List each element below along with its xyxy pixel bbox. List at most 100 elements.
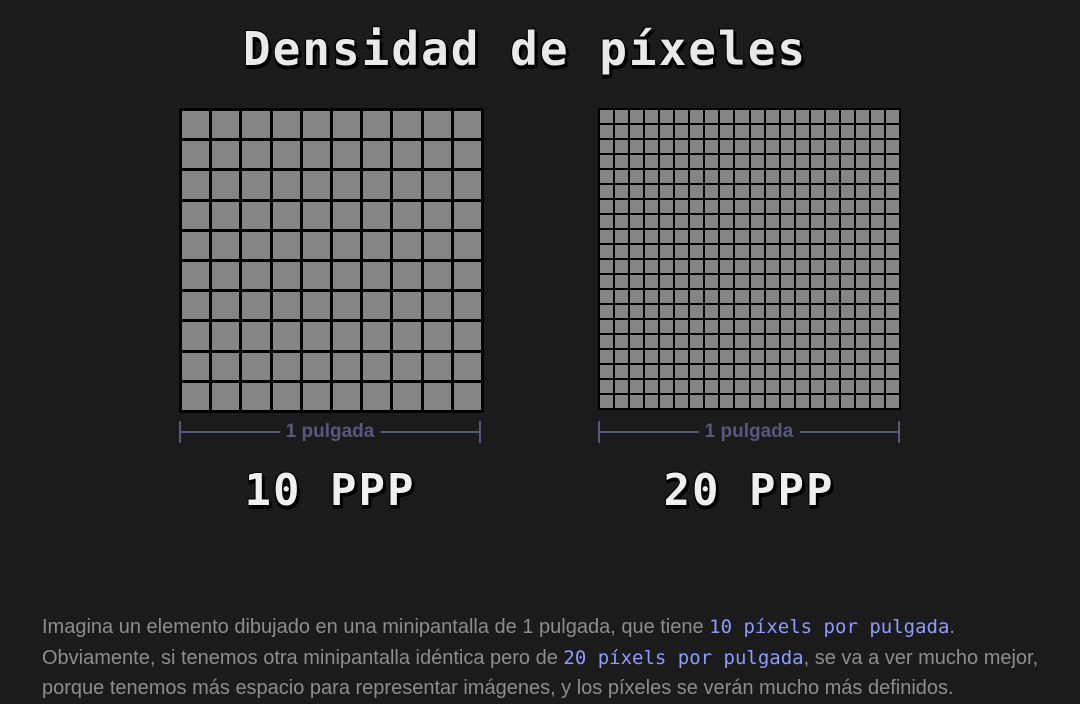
pixel-cell [870, 200, 884, 213]
pixel-cell [840, 155, 854, 168]
pixel-cell [600, 245, 614, 258]
pixel-cell [870, 305, 884, 318]
pixel-grid-10-ppp [179, 108, 484, 413]
pixel-cell [810, 380, 824, 393]
pixel-cell [363, 111, 391, 139]
pixel-cell [645, 260, 659, 273]
pixel-cell [765, 350, 779, 363]
pixel-cell [720, 305, 734, 318]
pixel-cell [363, 231, 391, 259]
pixel-cell [630, 170, 644, 183]
pixel-cell [600, 185, 614, 198]
pixel-cell [690, 395, 704, 408]
pixel-cell [645, 170, 659, 183]
pixel-cell [363, 141, 391, 169]
pixel-cell [660, 275, 674, 288]
pixel-cell [615, 335, 629, 348]
pixel-cell [795, 155, 809, 168]
highlight-20-ppp: 20 píxels por pulgada [563, 646, 804, 669]
pixel-cell [615, 185, 629, 198]
pixel-cell [615, 230, 629, 243]
pixel-cell [705, 275, 719, 288]
pixel-cell [600, 290, 614, 303]
pixel-cell [690, 215, 704, 228]
pixel-cell [735, 320, 749, 333]
pixel-cell [272, 111, 300, 139]
pixel-cell [363, 322, 391, 350]
pixel-cell [810, 260, 824, 273]
pixel-cell [780, 305, 794, 318]
pixel-cell [735, 245, 749, 258]
pixel-cell [182, 382, 210, 410]
pixel-cell [720, 245, 734, 258]
ppp-label-20: 20 PPP [663, 465, 835, 516]
pixel-cell [675, 320, 689, 333]
pixel-cell [750, 350, 764, 363]
pixel-cell [645, 125, 659, 138]
pixel-cell [660, 125, 674, 138]
pixel-cell [690, 245, 704, 258]
pixel-cell [855, 170, 869, 183]
pixel-cell [630, 230, 644, 243]
pixel-cell [870, 290, 884, 303]
pixel-cell [810, 395, 824, 408]
pixel-cell [795, 275, 809, 288]
pixel-cell [840, 380, 854, 393]
explanation-paragraph: Imagina un elemento dibujado en una mini… [42, 612, 1062, 704]
pixel-cell [810, 200, 824, 213]
pixel-cell [765, 290, 779, 303]
pixel-cell [453, 382, 481, 410]
pixel-cell [810, 350, 824, 363]
pixel-cell [615, 365, 629, 378]
pixel-cell [660, 140, 674, 153]
pixel-cell [302, 171, 330, 199]
pixel-cell [840, 395, 854, 408]
pixel-cell [825, 320, 839, 333]
pixel-cell [840, 320, 854, 333]
pixel-cell [750, 200, 764, 213]
pixel-cell [660, 230, 674, 243]
pixel-cell [705, 200, 719, 213]
pixel-cell [690, 350, 704, 363]
pixel-cell [720, 230, 734, 243]
pixel-cell [885, 395, 899, 408]
pixel-cell [750, 215, 764, 228]
pixel-cell [333, 111, 361, 139]
pixel-cell [825, 245, 839, 258]
pixel-cell [302, 231, 330, 259]
pixel-cell [333, 171, 361, 199]
pixel-cell [272, 201, 300, 229]
pixel-cell [810, 320, 824, 333]
pixel-cell [272, 352, 300, 380]
pixel-cell [333, 231, 361, 259]
pixel-cell [840, 215, 854, 228]
pixel-cell [272, 382, 300, 410]
pixel-cell [182, 201, 210, 229]
pixel-cell [735, 170, 749, 183]
pixel-cell [363, 382, 391, 410]
pixel-cell [810, 155, 824, 168]
pixel-cell [333, 322, 361, 350]
pixel-cell [780, 260, 794, 273]
pixel-cell [720, 320, 734, 333]
pixel-cell [660, 155, 674, 168]
pixel-cell [765, 395, 779, 408]
pixel-cell [705, 185, 719, 198]
pixel-cell [615, 395, 629, 408]
pixel-cell [645, 200, 659, 213]
pixel-cell [885, 305, 899, 318]
pixel-cell [630, 335, 644, 348]
pixel-cell [750, 155, 764, 168]
page-title: Densidad de píxeles [242, 22, 808, 76]
pixel-cell [795, 125, 809, 138]
pixel-cell [735, 350, 749, 363]
pixel-cell [735, 290, 749, 303]
pixel-cell [212, 292, 240, 320]
pixel-cell [363, 171, 391, 199]
pixel-cell [675, 230, 689, 243]
pixel-cell [795, 200, 809, 213]
pixel-cell [242, 292, 270, 320]
pixel-cell [795, 395, 809, 408]
pixel-cell [630, 365, 644, 378]
pixel-cell [810, 275, 824, 288]
